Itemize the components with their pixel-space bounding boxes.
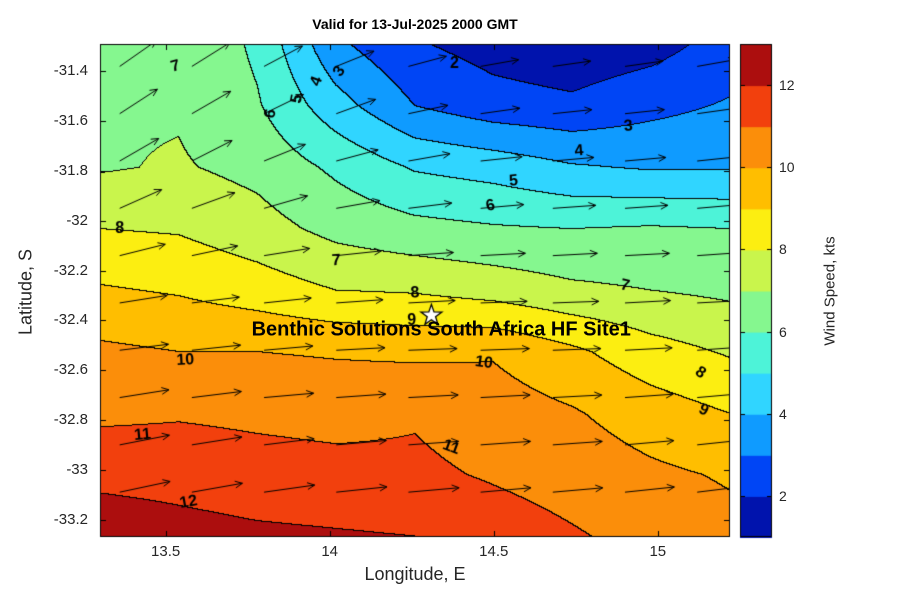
x-tick-label: 14.5 — [479, 543, 509, 560]
y-tick-label: -31.8 — [53, 161, 88, 179]
x-axis-label: Longitude, E — [364, 564, 466, 584]
x-tick-label: 13.5 — [151, 543, 181, 560]
y-tick-label: -32.8 — [53, 410, 88, 428]
y-tick-label: -32 — [66, 211, 88, 229]
x-tick-label: 15 — [649, 543, 667, 560]
y-tick-label: -32.4 — [53, 311, 88, 329]
y-tick-label: -32.2 — [53, 261, 88, 279]
colorbar-tick-label: 8 — [779, 241, 787, 258]
chart-title: Valid for 13-Jul-2025 2000 GMT — [312, 16, 518, 32]
colorbar-label: Wind Speed, kts — [821, 236, 839, 346]
y-tick-label: -31.6 — [53, 112, 88, 130]
y-tick-label: -31.4 — [53, 62, 88, 80]
colorbar-tick-label: 2 — [779, 487, 787, 504]
y-tick-label: -33.2 — [53, 510, 88, 528]
y-tick-label: -33 — [66, 460, 88, 478]
colorbar-tick-label: 10 — [779, 159, 795, 176]
x-tick-label: 14 — [321, 543, 339, 560]
colorbar-tick-label: 6 — [779, 323, 787, 340]
colorbar-tick-label: 12 — [779, 77, 795, 94]
colorbar-tick-label: 4 — [779, 405, 787, 422]
y-tick-label: -32.6 — [53, 361, 88, 379]
site-annotation: Benthic Solutions South Africa HF Site1 — [251, 318, 631, 341]
